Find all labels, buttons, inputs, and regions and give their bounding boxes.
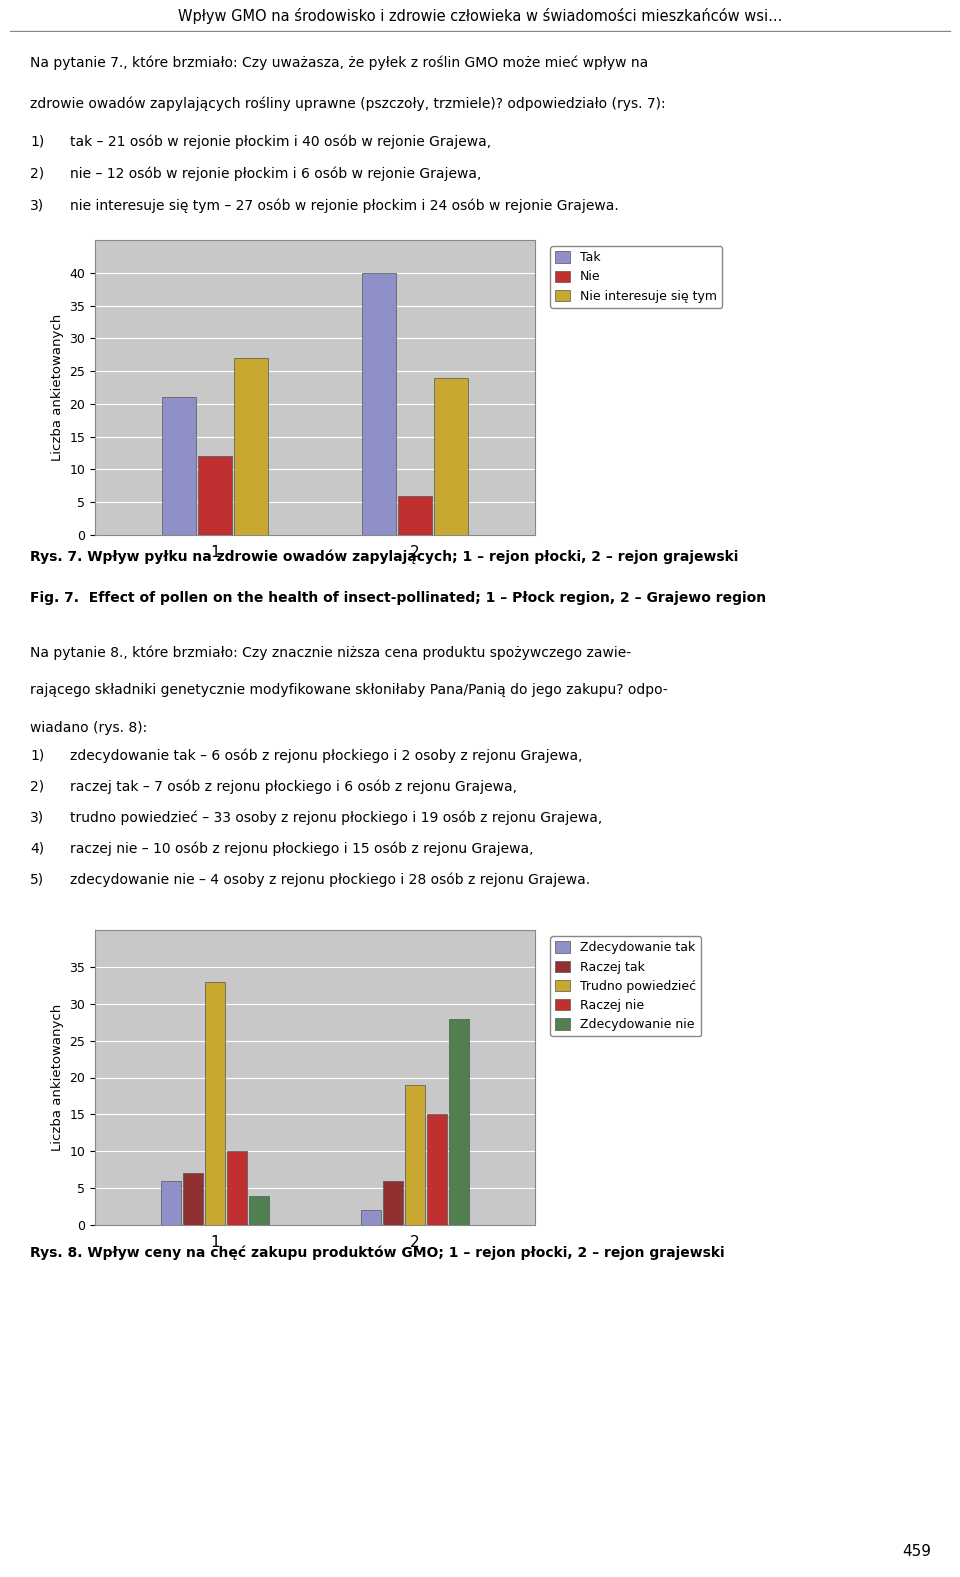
- Text: zdecydowanie nie – 4 osoby z rejonu płockiego i 28 osób z rejonu Grajewa.: zdecydowanie nie – 4 osoby z rejonu płoc…: [70, 872, 590, 886]
- Text: 5): 5): [30, 872, 44, 886]
- Bar: [204, 981, 225, 1225]
- Bar: [435, 377, 468, 535]
- Text: 1): 1): [30, 747, 44, 762]
- Bar: [234, 358, 268, 535]
- Text: raczej nie – 10 osób z rejonu płockiego i 15 osób z rejonu Grajewa,: raczej nie – 10 osób z rejonu płockiego …: [70, 841, 534, 856]
- Bar: [227, 1151, 247, 1225]
- Text: tak – 21 osób w rejonie płockim i 40 osób w rejonie Grajewa,: tak – 21 osób w rejonie płockim i 40 osó…: [70, 134, 492, 150]
- Text: 3): 3): [30, 811, 44, 825]
- Bar: [398, 495, 432, 535]
- Text: 3): 3): [30, 199, 44, 211]
- Text: wiadano (rys. 8):: wiadano (rys. 8):: [30, 721, 147, 735]
- Text: 4): 4): [30, 841, 44, 855]
- Text: zdrowie owadów zapylających rośliny uprawne (pszczoły, trzmiele)? odpowiedziało : zdrowie owadów zapylających rośliny upra…: [30, 96, 665, 110]
- Text: Na pytanie 8., które brzmiało: Czy znacznie niższa cena produktu spożywczego zaw: Na pytanie 8., które brzmiało: Czy znacz…: [30, 645, 631, 659]
- Bar: [249, 1195, 269, 1225]
- Text: nie interesuje się tym – 27 osób w rejonie płockim i 24 osób w rejonie Grajewa.: nie interesuje się tym – 27 osób w rejon…: [70, 199, 619, 213]
- Text: Rys. 7. Wpływ pyłku na zdrowie owadów zapylających; 1 – rejon płocki, 2 – rejon : Rys. 7. Wpływ pyłku na zdrowie owadów za…: [30, 550, 738, 565]
- Text: rającego składniki genetycznie modyfikowane skłoniłaby Pana/Panią do jego zakupu: rającego składniki genetycznie modyfikow…: [30, 683, 668, 697]
- Text: 2): 2): [30, 167, 44, 180]
- Bar: [427, 1115, 447, 1225]
- Text: 2): 2): [30, 779, 44, 793]
- Legend: Zdecydowanie tak, Raczej tak, Trudno powiedzieć, Raczej nie, Zdecydowanie nie: Zdecydowanie tak, Raczej tak, Trudno pow…: [550, 937, 701, 1036]
- Y-axis label: Liczba ankietowanych: Liczba ankietowanych: [51, 1005, 64, 1151]
- Text: Na pytanie 7., które brzmiało: Czy uważasza, że pyłek z roślin GMO może mieć wpł: Na pytanie 7., które brzmiało: Czy uważa…: [30, 55, 648, 69]
- Bar: [199, 456, 231, 535]
- Bar: [361, 1210, 381, 1225]
- Bar: [383, 1181, 403, 1225]
- Text: 1): 1): [30, 134, 44, 148]
- Text: zdecydowanie tak – 6 osób z rejonu płockiego i 2 osoby z rejonu Grajewa,: zdecydowanie tak – 6 osób z rejonu płock…: [70, 747, 583, 763]
- Text: nie – 12 osób w rejonie płockim i 6 osób w rejonie Grajewa,: nie – 12 osób w rejonie płockim i 6 osób…: [70, 167, 482, 181]
- Bar: [405, 1085, 425, 1225]
- Text: Fig. 7.  Effect of pollen on the health of insect-pollinated; 1 – Płock region, : Fig. 7. Effect of pollen on the health o…: [30, 591, 766, 606]
- Text: raczej tak – 7 osób z rejonu płockiego i 6 osób z rejonu Grajewa,: raczej tak – 7 osób z rejonu płockiego i…: [70, 779, 517, 793]
- Y-axis label: Liczba ankietowanych: Liczba ankietowanych: [51, 314, 64, 460]
- Bar: [182, 1173, 204, 1225]
- Bar: [161, 1181, 181, 1225]
- Text: Rys. 8. Wpływ ceny na chęć zakupu produktów GMO; 1 – rejon płocki, 2 – rejon gra: Rys. 8. Wpływ ceny na chęć zakupu produk…: [30, 1246, 725, 1260]
- Legend: Tak, Nie, Nie interesuje się tym: Tak, Nie, Nie interesuje się tym: [550, 246, 722, 308]
- Text: 459: 459: [902, 1544, 931, 1560]
- Text: trudno powiedzieć – 33 osoby z rejonu płockiego i 19 osób z rejonu Grajewa,: trudno powiedzieć – 33 osoby z rejonu pł…: [70, 811, 603, 825]
- Bar: [162, 397, 196, 535]
- Text: Wpływ GMO na środowisko i zdrowie człowieka w świadomości mieszkańców wsi...: Wpływ GMO na środowisko i zdrowie człowi…: [178, 8, 782, 24]
- Bar: [363, 273, 396, 535]
- Bar: [449, 1019, 469, 1225]
